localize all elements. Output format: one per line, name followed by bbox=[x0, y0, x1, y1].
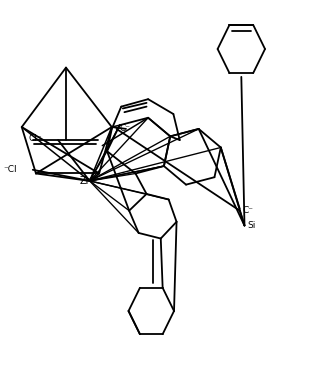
Text: C⁻: C⁻ bbox=[120, 125, 131, 134]
Text: Si: Si bbox=[247, 221, 256, 230]
Text: ⁻Cl: ⁻Cl bbox=[4, 165, 17, 174]
Text: Zr⁴⁺: Zr⁴⁺ bbox=[80, 176, 100, 186]
Text: C⁻: C⁻ bbox=[243, 206, 254, 215]
Text: Cl⁻: Cl⁻ bbox=[29, 134, 42, 143]
